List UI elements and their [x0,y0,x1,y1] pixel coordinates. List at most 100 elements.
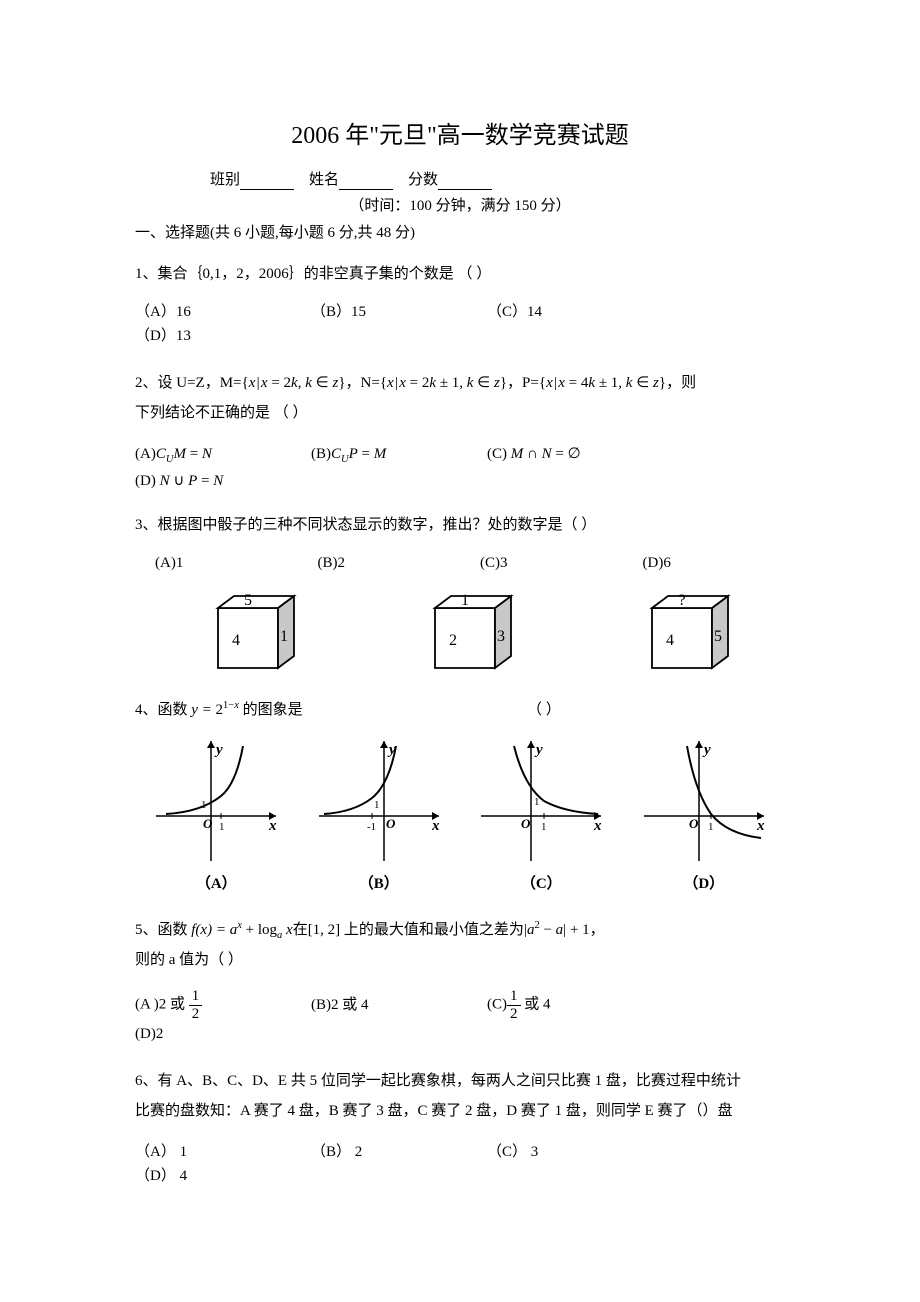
q5-a-frac: 12 [189,988,203,1022]
svg-text:x: x [756,818,765,834]
cube2-top: 1 [461,592,469,609]
cube-2: 1 2 3 [390,583,530,678]
cube3-top: ? [678,592,685,609]
svg-text:O: O [521,816,531,831]
q5-c-frac: 12 [507,988,521,1022]
cube2-right: 3 [497,628,505,645]
q5-c-pre: (C) [487,997,507,1013]
svg-text:x: x [431,818,440,834]
svg-text:1: 1 [541,821,547,833]
q2-text: 2、设 U=Z，M={x | x = 2k, k ∈ z}，N={x | x =… [135,368,785,428]
page-container: 2006 年"元旦"高一数学竞赛试题 班别 姓名 分数 （时间：100 分钟，满… [0,0,920,1248]
graph-d-svg: O y x 1 [639,736,769,866]
score-label: 分数 [408,172,438,188]
graph-b-label: （B） [359,872,399,896]
cube1-front: 4 [232,632,240,649]
svg-text:1: 1 [374,799,380,811]
q2-d-math: N [160,473,170,489]
q5-text: 5、函数 f(x) = ax + loga x在[1, 2] 上的最大值和最小值… [135,916,785,974]
q4-prefix: 4、函数 [135,702,191,718]
cube1-top: 5 [244,592,252,609]
svg-text:1: 1 [219,821,225,833]
q5-opt-a: (A )2 或 12 [135,988,311,1022]
q2-mid2: ，P= [507,375,539,391]
q2-line2: 下列结论不正确的是 （ ） [135,405,308,421]
q5-a-pre: (A )2 或 [135,997,189,1013]
svg-text:x: x [593,818,602,834]
class-blank [240,172,294,190]
q2-opt-b: (B)CUP = M [311,442,487,469]
q1-text: 1、集合｛0,1，2，2006｝的非空真子集的个数是 （ ） [135,262,785,286]
graph-d-label: （D） [683,872,724,896]
graph-d: O y x 1 （D） [639,736,769,896]
q5-line2: 则的 a 值为（ ） [135,952,243,968]
graph-a-svg: O y x 1 1 [151,736,281,866]
q4-eq: y = [191,702,215,718]
cube2-front: 2 [449,632,457,649]
q3-options: (A)1 (B)2 (C)3 (D)6 [135,551,785,575]
q3-opt-a: (A)1 [135,551,298,575]
cube1-right: 1 [280,628,288,645]
q5-c-num: 1 [507,988,521,1006]
q6-line2: 比赛的盘数知：A 赛了 4 盘，B 赛了 3 盘，C 赛了 2 盘，D 赛了 1… [135,1103,733,1119]
q5-plus1: + 1， [566,922,604,938]
score-blank [438,172,492,190]
question-3: 3、根据图中骰子的三种不同状态显示的数字，推出？处的数字是（ ） (A)1 (B… [135,513,785,678]
q5-prefix: 5、函数 [135,922,191,938]
q5-a-den: 2 [189,1006,203,1023]
question-1: 1、集合｛0,1，2，2006｝的非空真子集的个数是 （ ） （A）16 （B）… [135,262,785,348]
q5-opt-b: (B)2 或 4 [311,993,487,1017]
section-1-header: 一、选择题(共 6 小题,每小题 6 分,共 48 分) [135,221,785,242]
q5-opt-d: (D)2 [135,1022,311,1046]
cube-3: ? 4 5 [607,583,747,678]
question-4: 4、函数 y = 21−x 的图象是 （ ） O y x 1 1 [135,698,785,896]
name-label: 姓名 [309,172,339,188]
question-2: 2、设 U=Z，M={x | x = 2k, k ∈ z}，N={x | x =… [135,368,785,493]
q2-mid1: ，N= [346,375,380,391]
q4-text: 4、函数 y = 21−x 的图象是 （ ） [135,698,785,722]
q2-a-math: CUM [156,446,186,462]
q2-set-n: {x | x = 2k ± 1, k ∈ z} [380,375,507,391]
q5-fn: f(x) = ax [191,922,242,938]
q2-b-math: CUP [331,446,358,462]
page-title: 2006 年"元旦"高一数学竞赛试题 [135,115,785,150]
q3-cubes: 5 4 1 1 2 3 [135,583,785,678]
graph-a: O y x 1 1 （A） [151,736,281,896]
name-blank [339,172,393,190]
q6-options: （A） 1 （B） 2 （C） 3 （D） 4 [135,1140,785,1188]
q6-opt-b: （B） 2 [311,1140,487,1164]
cube3-right: 5 [714,628,722,645]
graph-c-svg: O y x 1 1 [476,736,606,866]
svg-text:O: O [386,816,396,831]
q3-opt-b: (B)2 [298,551,461,575]
q2-opt-a: (A)CUM = N [135,442,311,469]
q2-a-pre: (A) [135,446,156,462]
graph-a-label: （A） [196,872,237,896]
q5-domain: 在[1, 2] 上的最大值和最小值之差为 [293,922,524,938]
q6-text: 6、有 A、B、C、D、E 共 5 位同学一起比赛象棋，每两人之间只比赛 1 盘… [135,1066,785,1126]
svg-text:y: y [534,742,543,758]
question-6: 6、有 A、B、C、D、E 共 5 位同学一起比赛象棋，每两人之间只比赛 1 盘… [135,1066,785,1188]
q4-suffix: 的图象是 [239,702,303,718]
q1-opt-d: （D）13 [135,324,311,348]
graph-b-svg: O y x -1 1 [314,736,444,866]
svg-text:-1: -1 [367,821,376,833]
q5-c-suf: 或 4 [521,997,551,1013]
q2-options: (A)CUM = N (B)CUP = M (C) M ∩ N = ∅ (D) … [135,442,785,493]
q6-opt-d: （D） 4 [135,1164,311,1188]
graph-b: O y x -1 1 （B） [314,736,444,896]
cube-3-svg: ? 4 5 [622,583,732,678]
svg-text:O: O [203,816,213,831]
q4-paren: （ ） [303,698,785,722]
q3-text: 3、根据图中骰子的三种不同状态显示的数字，推出？处的数字是（ ） [135,513,785,537]
q2-opt-c: (C) M ∩ N = ∅ [487,442,663,469]
q2-set-m: {x | x = 2k, k ∈ z} [242,375,346,391]
graph-c: O y x 1 1 （C） [476,736,606,896]
q2-b-pre: (B) [311,446,331,462]
q1-options: （A）16 （B）15 （C）14 （D）13 [135,300,785,348]
graph-c-label: （C） [521,872,562,896]
cube-2-svg: 1 2 3 [405,583,515,678]
q3-opt-d: (D)6 [623,551,786,575]
q2-d-pre: (D) [135,473,156,489]
q1-opt-b: （B）15 [311,300,487,324]
